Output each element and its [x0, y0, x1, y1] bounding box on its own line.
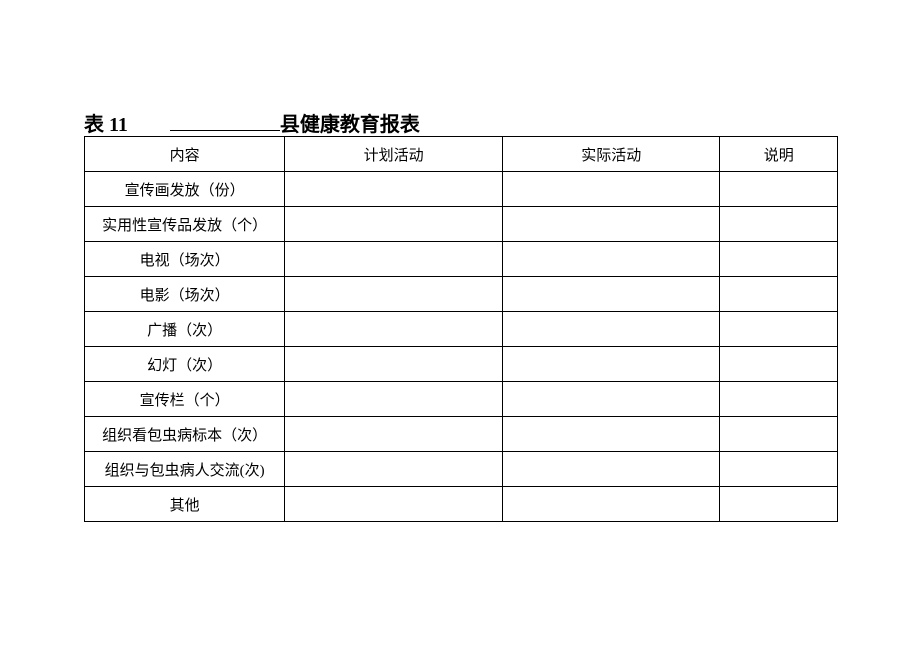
cell-content: 实用性宣传品发放（个）: [85, 207, 285, 242]
table-row: 宣传栏（个）: [85, 382, 838, 417]
table-row: 电影（场次）: [85, 277, 838, 312]
cell-note: [720, 207, 838, 242]
cell-actual: [502, 207, 720, 242]
cell-actual: [502, 347, 720, 382]
cell-actual: [502, 242, 720, 277]
title-suffix-label: 县健康教育报表: [280, 108, 420, 137]
cell-content: 组织看包虫病标本（次）: [85, 417, 285, 452]
cell-note: [720, 312, 838, 347]
table-row: 组织看包虫病标本（次）: [85, 417, 838, 452]
cell-actual: [502, 312, 720, 347]
cell-content: 宣传栏（个）: [85, 382, 285, 417]
cell-plan: [285, 452, 503, 487]
column-header-note: 说明: [720, 137, 838, 172]
cell-plan: [285, 312, 503, 347]
cell-content: 组织与包虫病人交流(次): [85, 452, 285, 487]
cell-note: [720, 452, 838, 487]
cell-note: [720, 487, 838, 522]
cell-plan: [285, 172, 503, 207]
cell-actual: [502, 382, 720, 417]
cell-note: [720, 242, 838, 277]
cell-content: 其他: [85, 487, 285, 522]
cell-note: [720, 417, 838, 452]
cell-note: [720, 277, 838, 312]
cell-actual: [502, 172, 720, 207]
cell-content: 幻灯（次）: [85, 347, 285, 382]
cell-plan: [285, 347, 503, 382]
cell-actual: [502, 277, 720, 312]
table-number-label: 表 11: [84, 108, 128, 137]
cell-actual: [502, 487, 720, 522]
cell-content: 宣传画发放（份）: [85, 172, 285, 207]
title-row: 表 11 县健康教育报表: [84, 108, 420, 137]
table-row: 组织与包虫病人交流(次): [85, 452, 838, 487]
cell-plan: [285, 417, 503, 452]
document-page: 表 11 县健康教育报表 内容 计划活动 实际活动 说明 宣传画发放（份） 实用…: [0, 0, 920, 651]
health-education-table: 内容 计划活动 实际活动 说明 宣传画发放（份） 实用性宣传品发放（个） 电视（…: [84, 136, 838, 522]
cell-note: [720, 382, 838, 417]
table-row: 宣传画发放（份）: [85, 172, 838, 207]
table-row: 广播（次）: [85, 312, 838, 347]
table-row: 电视（场次）: [85, 242, 838, 277]
cell-content: 电视（场次）: [85, 242, 285, 277]
table-row: 其他: [85, 487, 838, 522]
table-row: 实用性宣传品发放（个）: [85, 207, 838, 242]
cell-actual: [502, 417, 720, 452]
column-header-actual: 实际活动: [502, 137, 720, 172]
cell-content: 电影（场次）: [85, 277, 285, 312]
cell-note: [720, 347, 838, 382]
column-header-content: 内容: [85, 137, 285, 172]
cell-note: [720, 172, 838, 207]
blank-fill-line: [170, 130, 280, 131]
cell-plan: [285, 382, 503, 417]
cell-plan: [285, 207, 503, 242]
column-header-plan: 计划活动: [285, 137, 503, 172]
cell-actual: [502, 452, 720, 487]
cell-plan: [285, 242, 503, 277]
cell-plan: [285, 487, 503, 522]
cell-content: 广播（次）: [85, 312, 285, 347]
table-body: 宣传画发放（份） 实用性宣传品发放（个） 电视（场次） 电影（场次）: [85, 172, 838, 522]
table-row: 幻灯（次）: [85, 347, 838, 382]
cell-plan: [285, 277, 503, 312]
table-header-row: 内容 计划活动 实际活动 说明: [85, 137, 838, 172]
